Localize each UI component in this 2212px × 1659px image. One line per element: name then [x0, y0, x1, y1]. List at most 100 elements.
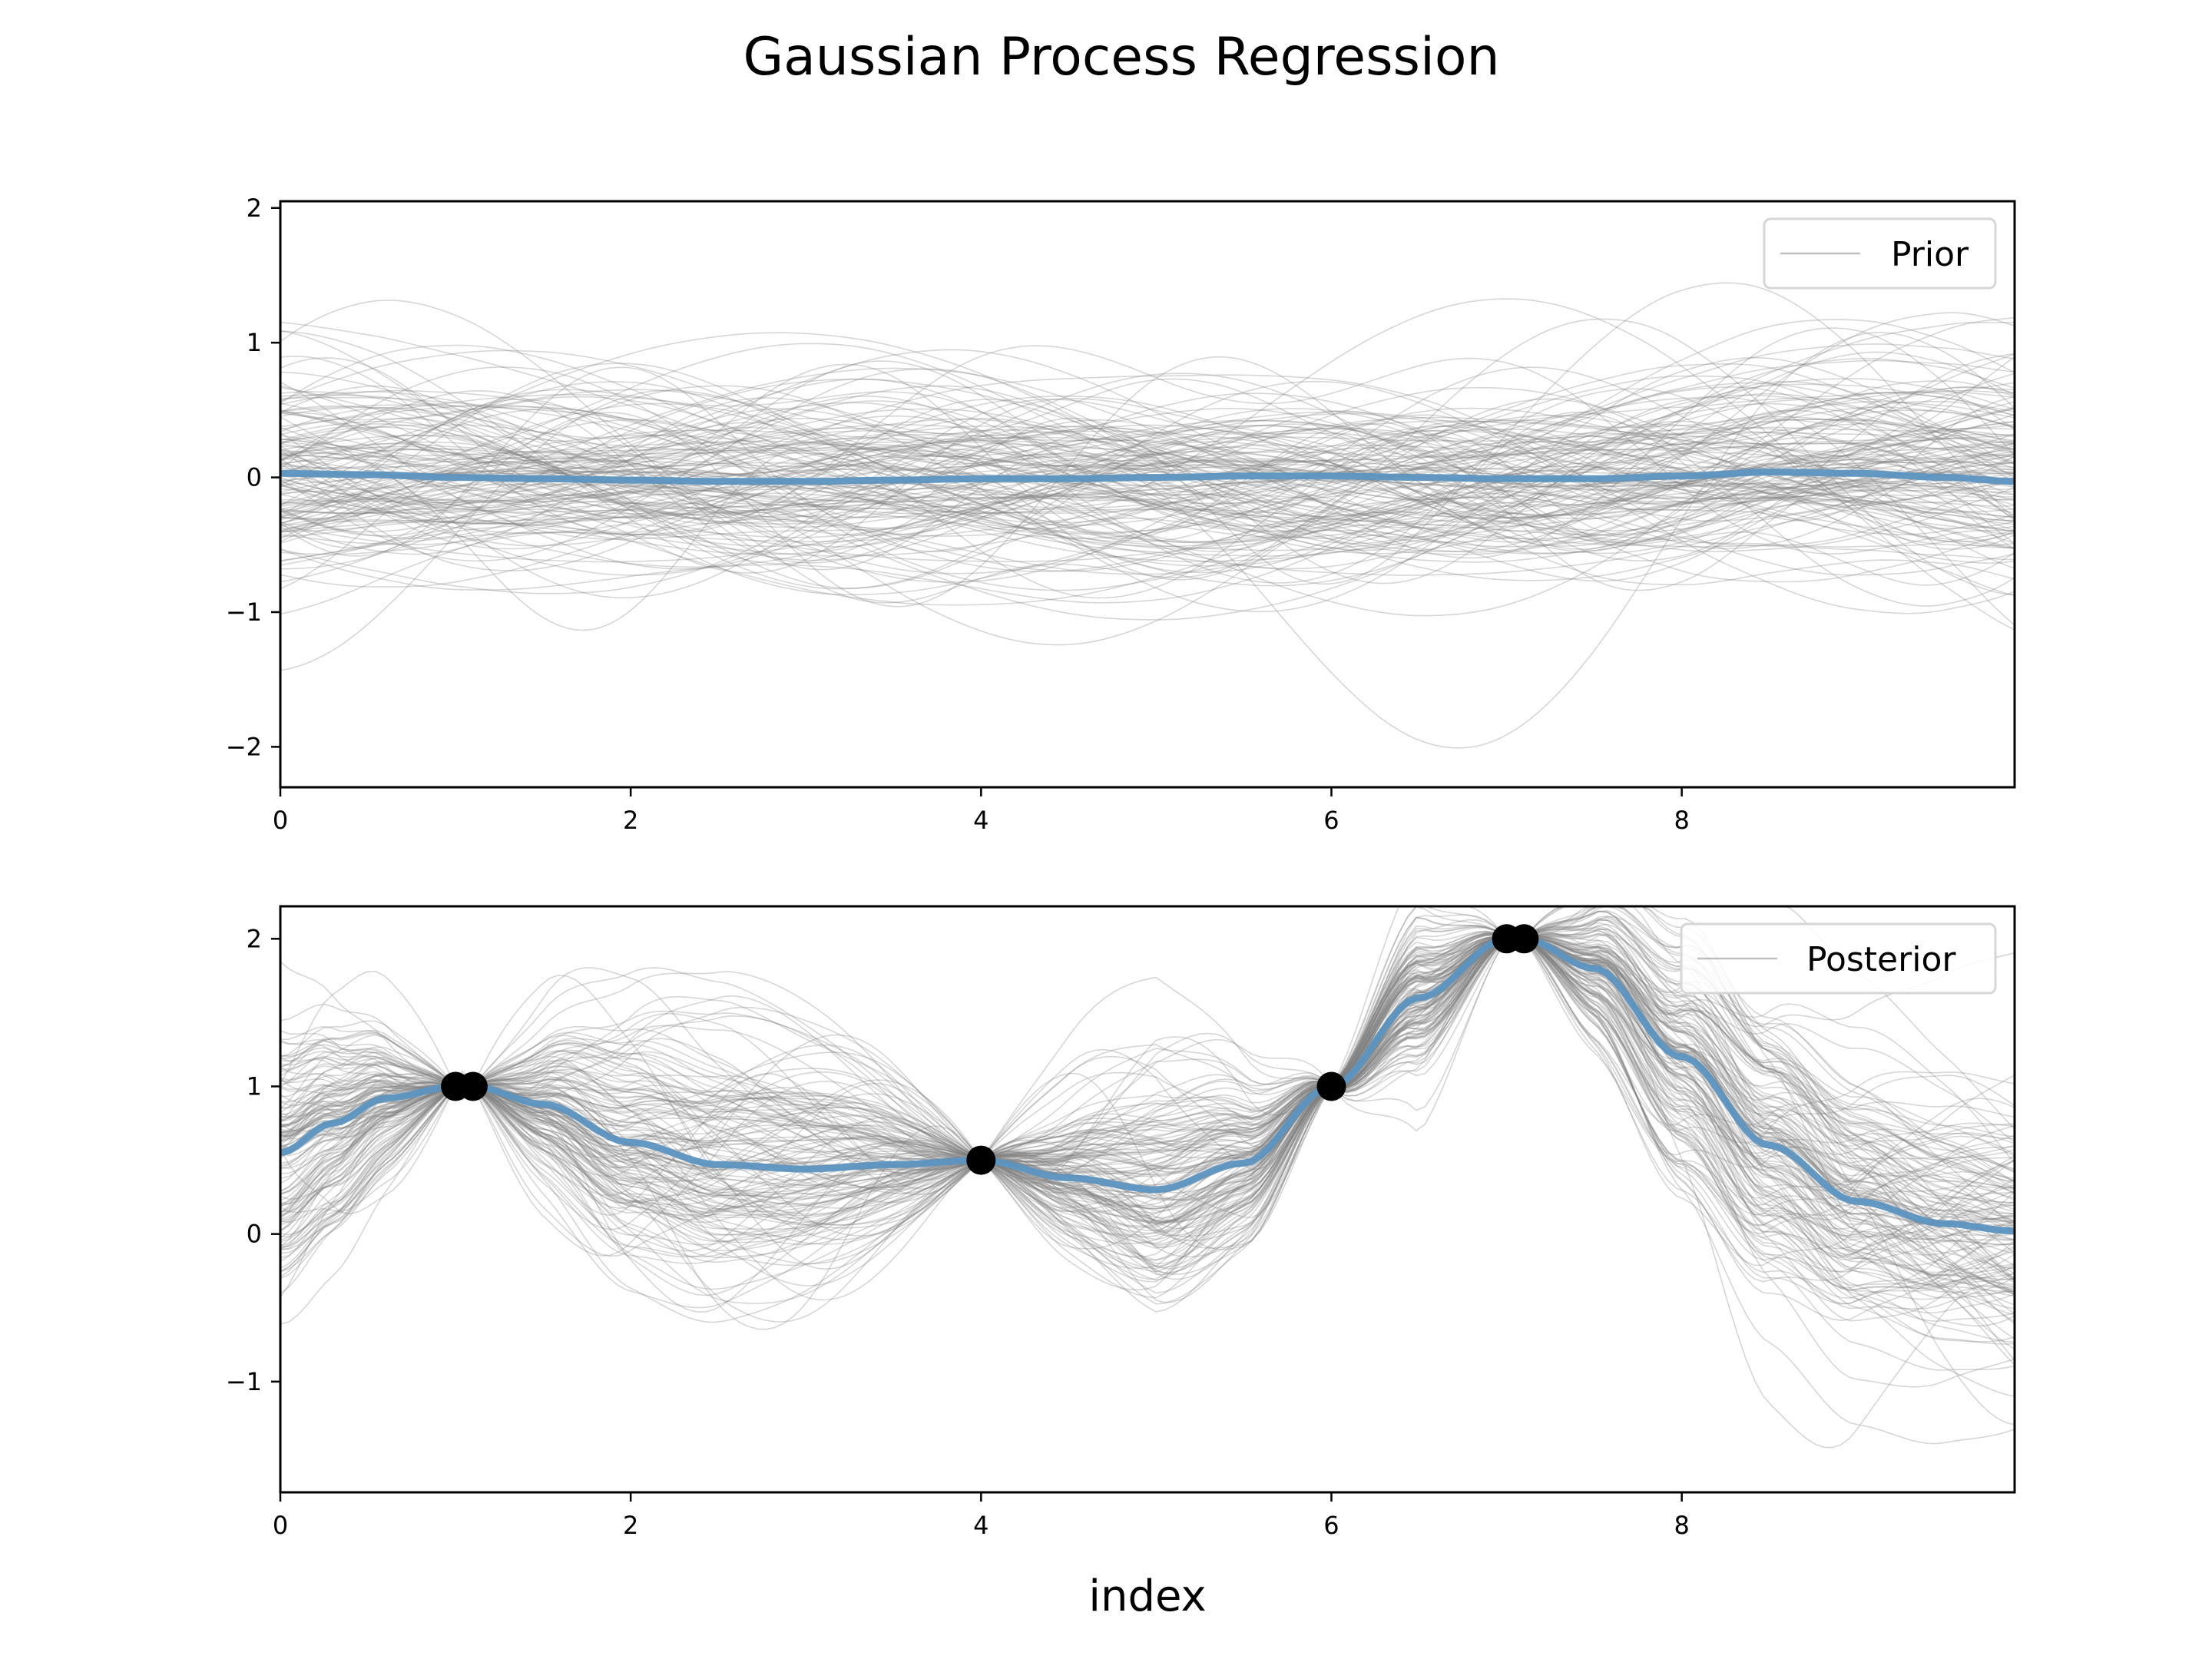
sample-line — [280, 939, 2015, 1322]
sample-line — [280, 394, 2015, 539]
sample-line — [280, 419, 2015, 561]
posterior-legend: Posterior — [1680, 922, 1997, 995]
observation-point — [966, 1145, 996, 1175]
sample-line — [280, 357, 2015, 591]
sample-line — [280, 396, 2015, 535]
y-tick-label: 1 — [247, 1071, 262, 1101]
posterior-panel: 0 2 4 6 8 −1 0 1 2 Posterior — [226, 905, 2016, 1540]
sample-line — [280, 940, 2015, 1259]
posterior-axes-frame — [279, 905, 2016, 1494]
sample-line — [280, 455, 2015, 566]
sample-line — [280, 374, 2015, 576]
sample-line — [280, 940, 2015, 1303]
sample-line — [280, 357, 2015, 587]
sample-line — [280, 366, 2015, 585]
sample-line — [280, 942, 2015, 1299]
sample-line — [280, 322, 2015, 621]
sample-line — [280, 939, 2015, 1232]
sample-line — [280, 937, 2015, 1314]
sample-line — [280, 345, 2015, 615]
sample-line — [280, 436, 2015, 604]
sample-line — [280, 378, 2015, 583]
sample-line — [280, 381, 2015, 557]
sample-line — [280, 934, 2015, 1240]
sample-line — [280, 394, 2015, 583]
sample-line — [280, 935, 2015, 1240]
sample-line — [280, 939, 2015, 1278]
sample-line — [280, 385, 2015, 574]
sample-line — [280, 356, 2015, 613]
sample-line — [280, 433, 2015, 586]
sample-line — [280, 938, 2015, 1449]
sample-line — [280, 938, 2015, 1255]
sample-line — [280, 938, 2015, 1245]
sample-line — [280, 431, 2015, 552]
sample-line — [280, 392, 2015, 581]
sample-line — [280, 939, 2015, 1243]
sample-line — [280, 416, 2015, 555]
sample-line — [280, 932, 2015, 1325]
sample-line — [280, 936, 2015, 1241]
sample-line — [280, 937, 2015, 1345]
sample-line — [280, 327, 2015, 671]
posterior-legend-label: Posterior — [1806, 940, 1956, 979]
sample-line — [280, 420, 2015, 555]
sample-line — [280, 935, 2015, 1232]
sample-line — [280, 906, 2015, 1304]
sample-line — [280, 356, 2015, 549]
sample-line — [280, 413, 2015, 538]
sample-line — [280, 942, 2015, 1313]
sample-line — [280, 419, 2015, 533]
sample-line — [280, 332, 2015, 581]
sample-line — [280, 400, 2015, 562]
sample-line — [280, 438, 2015, 522]
sample-line — [280, 932, 2015, 1280]
sample-line — [280, 409, 2015, 525]
sample-line — [280, 414, 2015, 519]
sample-line — [280, 939, 2015, 1371]
sample-line — [280, 937, 2015, 1297]
sample-line — [280, 938, 2015, 1388]
sample-line — [280, 385, 2015, 626]
x-tick-label: 8 — [1674, 806, 1689, 835]
sample-line — [280, 940, 2015, 1171]
sample-line — [280, 919, 2015, 1273]
sample-line — [280, 401, 2015, 563]
sample-line — [280, 938, 2015, 1214]
sample-line — [280, 938, 2015, 1242]
sample-line — [280, 419, 2015, 519]
sample-line — [280, 935, 2015, 1339]
sample-line — [280, 427, 2015, 519]
sample-line — [280, 402, 2015, 510]
sample-line — [280, 383, 2015, 575]
sample-line — [280, 940, 2015, 1323]
sample-line — [280, 943, 2015, 1237]
sample-line — [280, 391, 2015, 555]
sample-line — [280, 321, 2015, 576]
sample-line — [280, 936, 2015, 1243]
sample-line — [280, 393, 2015, 550]
sample-line — [280, 938, 2015, 1325]
sample-line — [280, 938, 2015, 1209]
sample-line — [280, 378, 2015, 508]
sample-line — [280, 940, 2015, 1286]
sample-line — [280, 382, 2015, 555]
sample-line — [280, 939, 2015, 1236]
sample-line — [280, 380, 2015, 590]
sample-line — [280, 408, 2015, 599]
sample-line — [280, 910, 2015, 1286]
sample-line — [280, 939, 2015, 1249]
sample-line — [280, 402, 2015, 547]
prior-mean-line — [280, 469, 2015, 485]
sample-line — [280, 446, 2015, 538]
sample-line — [280, 938, 2015, 1226]
sample-line — [280, 940, 2015, 1294]
y-tick-label: 0 — [247, 1220, 262, 1249]
sample-line — [280, 412, 2015, 614]
sample-line — [280, 343, 2015, 606]
sample-line — [280, 378, 2015, 547]
sample-line — [280, 940, 2015, 1223]
sample-line — [280, 408, 2015, 572]
sample-line — [280, 941, 2015, 1222]
